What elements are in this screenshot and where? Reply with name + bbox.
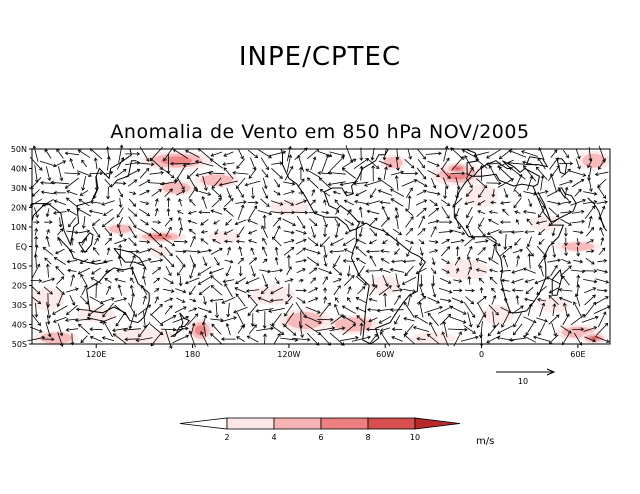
wind-vectors <box>27 144 611 350</box>
colorbar-tick-label: 6 <box>318 433 323 442</box>
colorbar-segment <box>320 417 369 430</box>
lat-tick-label: 50S <box>12 340 27 349</box>
reference-vector: 10 <box>496 368 556 386</box>
lat-tick-label: 40S <box>12 321 27 330</box>
colorbar-units: m/s <box>476 436 494 447</box>
colorbar-segment <box>273 417 322 430</box>
lat-tick-label: 10S <box>12 262 27 271</box>
lat-tick-label: 50N <box>11 145 27 154</box>
lat-tick-label: 10N <box>11 223 27 232</box>
colorbar-segment <box>414 417 461 430</box>
lat-tick-label: 20S <box>12 282 27 291</box>
reference-vector-label: 10 <box>518 377 528 386</box>
lat-tick-label: 30N <box>11 184 27 193</box>
map-title: Anomalia de Vento em 850 hPa NOV/2005 <box>110 121 530 143</box>
colorbar: 2 4 6 8 10 <box>179 417 461 442</box>
lon-tick-label: 180 <box>185 350 200 359</box>
lat-tick-label: EQ <box>16 243 27 252</box>
colorbar-tick-label: 4 <box>271 433 276 442</box>
lon-tick-label: 120W <box>277 350 300 359</box>
lon-tick-label: 120E <box>86 350 106 359</box>
latitude-axis: 50N 40N 30N 20N 10N EQ 10S 20S 30S 40S 50S <box>11 145 32 349</box>
lat-tick-label: 20N <box>11 204 27 213</box>
coastlines <box>31 148 608 345</box>
lon-tick-label: 60W <box>376 350 394 359</box>
colorbar-segment <box>367 417 416 430</box>
colorbar-tick-label: 2 <box>224 433 229 442</box>
colorbar-segment <box>226 417 275 430</box>
lat-tick-label: 30S <box>12 301 27 310</box>
longitude-axis: 120E 180 120W 60W 0 60E <box>86 344 586 359</box>
colorbar-segment <box>179 417 228 430</box>
colorbar-tick-label: 8 <box>365 433 370 442</box>
lon-tick-label: 60E <box>570 350 585 359</box>
colorbar-tick-label: 10 <box>410 433 420 442</box>
organization-title: INPE/CPTEC <box>238 42 402 72</box>
lon-tick-label: 0 <box>479 350 484 359</box>
lat-tick-label: 40N <box>11 165 27 174</box>
anomaly-shading <box>32 150 610 346</box>
